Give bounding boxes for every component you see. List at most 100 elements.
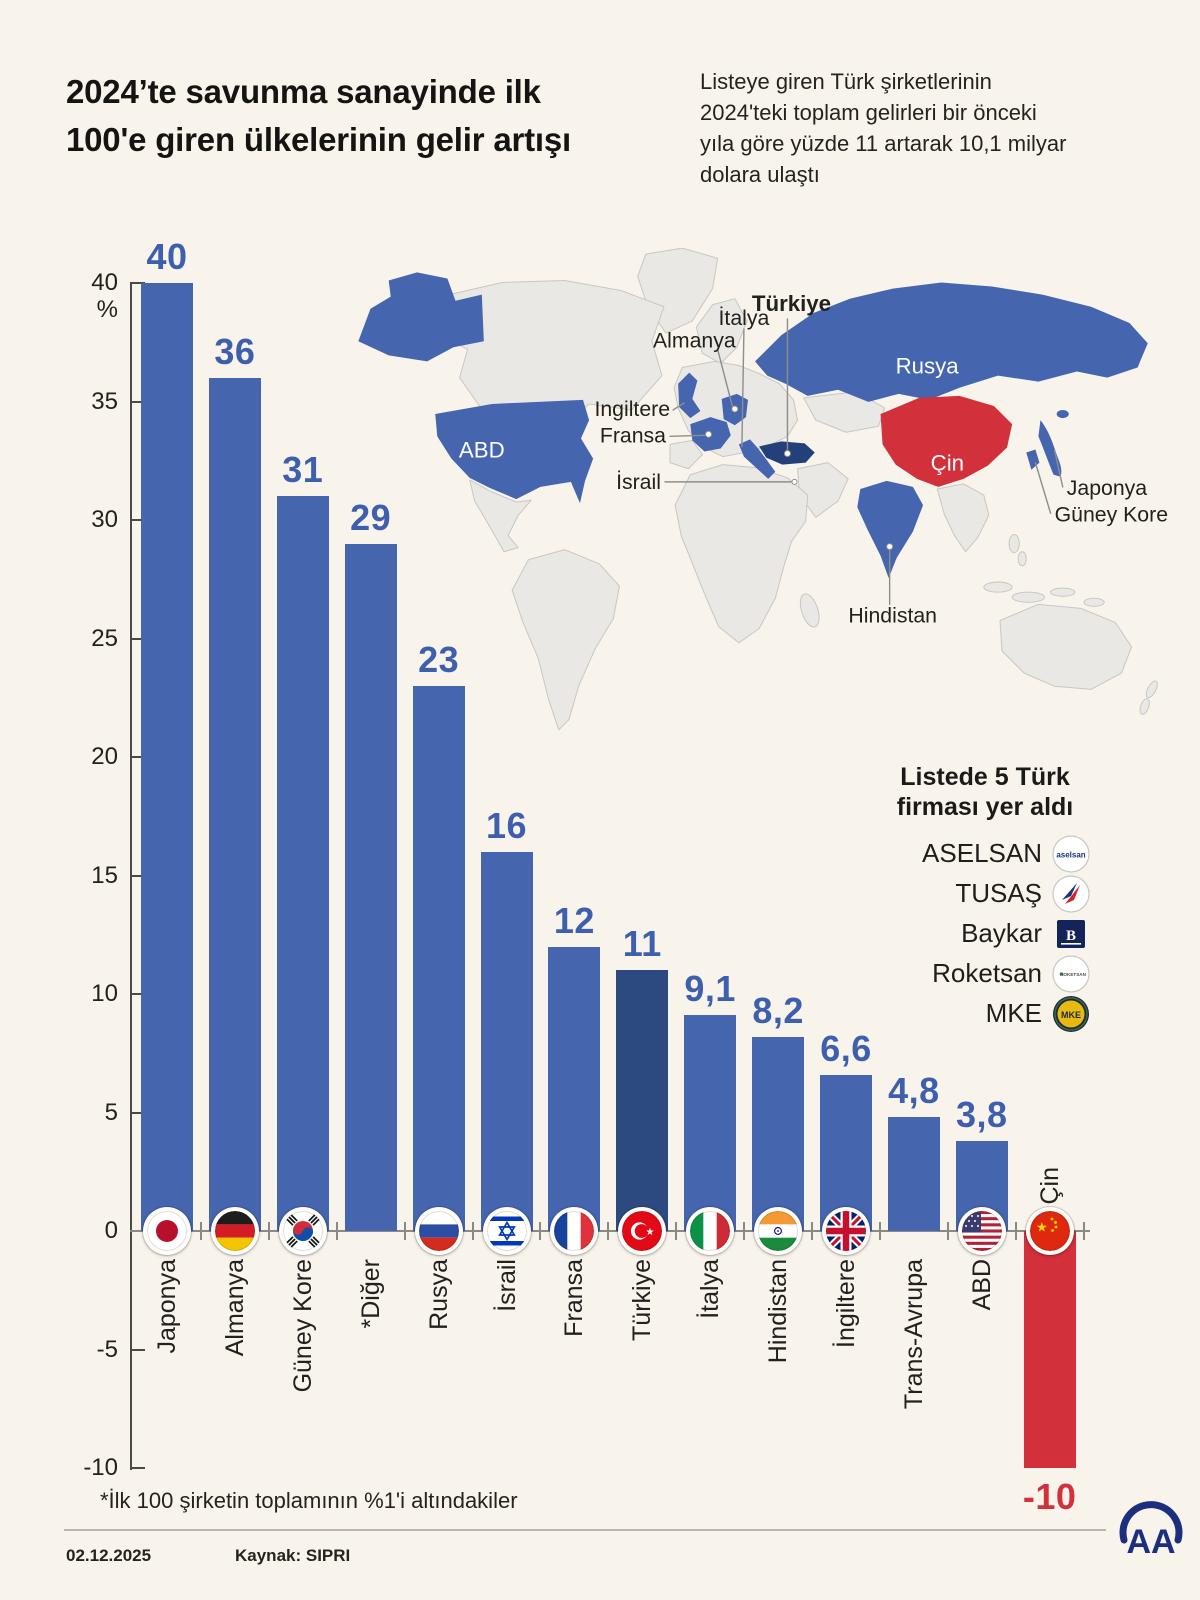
zero-line-tick (1014, 1222, 1017, 1240)
y-axis-tick (130, 400, 145, 403)
zero-line-tick (878, 1222, 881, 1240)
map-iberia (669, 439, 703, 470)
map-new-zealand (1139, 698, 1150, 715)
flag-india-icon (754, 1207, 803, 1255)
y-axis-unit: % (96, 296, 118, 323)
bar-value-label: 4,8 (888, 1070, 940, 1112)
leader-guney-kore (1034, 461, 1052, 514)
svg-text:aselsan: aselsan (1056, 850, 1085, 859)
footer-date: 02.12.2025 (66, 1546, 152, 1565)
footer-divider (64, 1529, 1106, 1531)
leader-japonya (1053, 449, 1064, 488)
map-label-japonya: Japonya (1067, 476, 1148, 500)
bar-value-label: 40 (146, 236, 188, 277)
zero-line-tick (675, 1222, 678, 1240)
map-label-turkiye: Türkiye (752, 291, 831, 316)
y-axis-tick (130, 1111, 145, 1114)
bar-category-label: Hindistan (764, 1259, 793, 1364)
page-title-line2: 100'e giren ülkelerinin gelir artışı (66, 121, 572, 158)
page-subtitle: Listeye giren Türk şirketlerinin 2024'te… (700, 66, 1066, 190)
map-se-asia (936, 483, 990, 553)
map-japan-hokkaido (1056, 410, 1069, 419)
map-mexico (469, 479, 532, 553)
map-label-abd: ABD (459, 438, 505, 463)
flag-germany-icon (210, 1207, 259, 1255)
y-axis-tick (130, 874, 145, 877)
bar-category-label: Fransa (560, 1259, 589, 1337)
bar (344, 543, 397, 1231)
map-alaska (358, 272, 484, 362)
bar-category-label: Almanya (220, 1259, 249, 1357)
bar-category-label: İtalya (696, 1259, 725, 1319)
bar-category-label: İsrail (492, 1259, 521, 1312)
subtitle-line: dolara ulaştı (700, 162, 820, 187)
map-russia (755, 282, 1148, 402)
y-axis-label: 10 (91, 980, 118, 1007)
map-japan (1038, 420, 1062, 477)
map-indonesia (1011, 591, 1046, 603)
zero-line-tick (811, 1222, 814, 1240)
bar (548, 946, 601, 1231)
legend-title-line2: firması yer aldı (896, 793, 1074, 821)
bar (480, 851, 533, 1231)
y-axis-label: 40 (91, 269, 118, 296)
map-philippines (1008, 533, 1020, 554)
bar-category-label: Japonya (153, 1259, 181, 1354)
legend-title-line1: Listede 5 Türk (900, 763, 1070, 791)
map-label-cin: Çin (931, 451, 964, 476)
map-madagascar (799, 593, 820, 628)
footer-source: Kaynak: SIPRI (235, 1546, 351, 1565)
bar-category-label: Rusya (424, 1259, 453, 1330)
firm-logo-tusas-icon (1052, 874, 1090, 913)
y-axis-tick (130, 1348, 145, 1351)
bar-category-label: *Diğer (356, 1259, 385, 1329)
svg-text:MKE: MKE (1061, 1010, 1081, 1020)
flag-italy-icon (686, 1207, 735, 1255)
bar-category-label: ABD (967, 1259, 996, 1311)
flag-japan-icon (143, 1207, 191, 1255)
y-axis-label: 5 (104, 1098, 118, 1126)
bar-value-label: 31 (282, 449, 324, 491)
bar (208, 377, 261, 1231)
y-axis-tick (130, 519, 145, 521)
firm-logo-aselsan-icon: aselsan (1052, 834, 1090, 873)
leader-almanya (716, 348, 734, 409)
firm-name: Roketsan (932, 958, 1042, 988)
zero-line-tick (743, 1222, 746, 1240)
bar-category-label: Çin (1035, 1167, 1064, 1205)
map-marker-france (704, 430, 713, 438)
zero-line-tick (607, 1222, 610, 1240)
map-marker-india (886, 543, 894, 551)
anadolu-agency-logo: AA (1112, 1500, 1190, 1571)
bar (141, 283, 193, 1231)
bar (887, 1117, 940, 1231)
flag-france-icon (550, 1207, 599, 1255)
map-indonesia (1050, 587, 1076, 597)
bar-value-label: -10 (1022, 1476, 1077, 1517)
map-scandinavia (695, 298, 748, 364)
leader-italya (741, 328, 745, 448)
bar-category-label: Trans-Avrupa (899, 1259, 928, 1410)
svg-text:B: B (1066, 928, 1076, 944)
map-label-rusya: Rusya (896, 354, 960, 379)
zero-line-tick (267, 1222, 270, 1240)
map-china (880, 395, 1013, 487)
y-axis-label: -5 (96, 1335, 118, 1363)
bar-category-label: İngiltere (832, 1259, 860, 1348)
bar-value-label: 29 (350, 496, 392, 538)
bar-category-label: Güney Kore (288, 1259, 317, 1393)
bar (412, 685, 465, 1231)
map-marker-germany (731, 405, 739, 413)
firm-name: MKE (985, 998, 1042, 1028)
flag-russia-icon (414, 1207, 463, 1255)
firm-logo-roketsan-icon: ROKETSAN (1052, 954, 1090, 993)
bar (616, 970, 669, 1231)
map-usa (435, 399, 594, 504)
firm-row: Roketsan ROKETSAN (880, 954, 1090, 993)
flag-china-icon: ★ (1025, 1207, 1074, 1255)
page-title: 2024’te savunma sanayinde ilk 100'e gire… (66, 68, 571, 164)
bar (752, 1036, 805, 1231)
map-uk (678, 372, 701, 419)
